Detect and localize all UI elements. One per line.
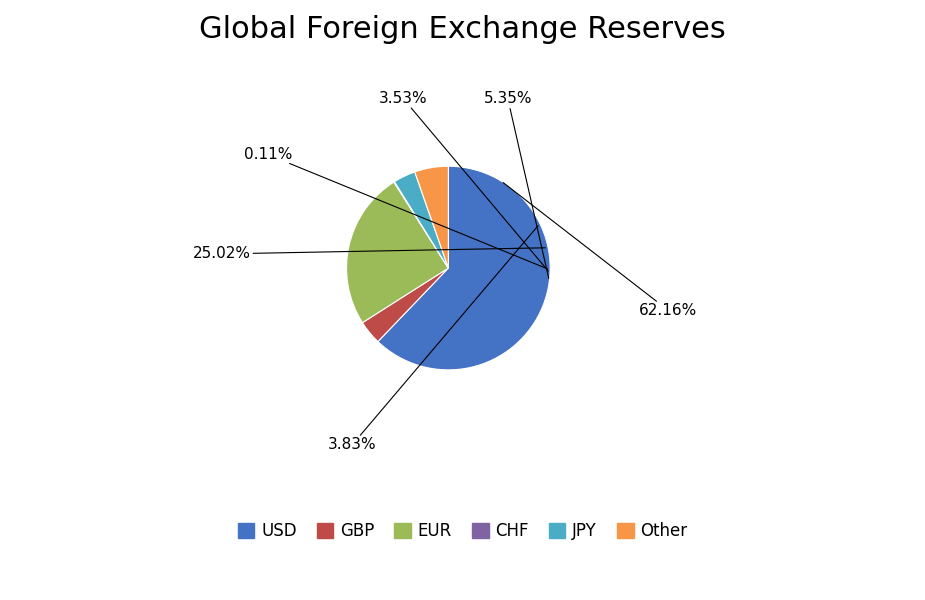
Text: 0.11%: 0.11% <box>244 148 548 269</box>
Title: Global Foreign Exchange Reserves: Global Foreign Exchange Reserves <box>199 15 726 44</box>
Text: 3.83%: 3.83% <box>327 226 538 452</box>
Wedge shape <box>394 182 449 268</box>
Legend: USD, GBP, EUR, CHF, JPY, Other: USD, GBP, EUR, CHF, JPY, Other <box>231 515 694 547</box>
Text: 62.16%: 62.16% <box>503 182 697 318</box>
Wedge shape <box>347 182 449 323</box>
Wedge shape <box>378 166 550 370</box>
Wedge shape <box>414 166 449 268</box>
Text: 25.02%: 25.02% <box>192 247 546 262</box>
Wedge shape <box>394 172 449 268</box>
Wedge shape <box>363 268 449 341</box>
Text: 5.35%: 5.35% <box>484 91 549 278</box>
Text: 3.53%: 3.53% <box>379 91 549 271</box>
